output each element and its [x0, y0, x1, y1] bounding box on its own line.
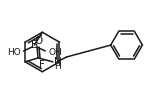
Text: HO: HO — [7, 49, 20, 57]
Text: N: N — [54, 57, 62, 67]
Text: B: B — [31, 40, 38, 50]
Text: F: F — [39, 60, 45, 70]
Text: H: H — [54, 62, 61, 71]
Text: O: O — [34, 36, 42, 46]
Text: OH: OH — [48, 49, 62, 57]
